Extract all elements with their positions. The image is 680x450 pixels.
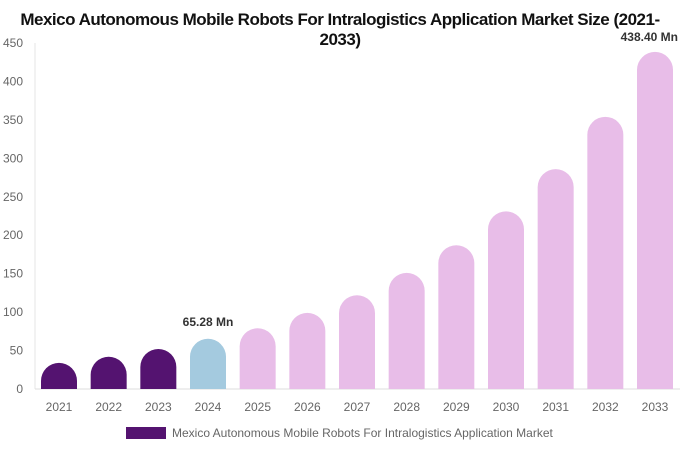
x-tick-label: 2032 bbox=[592, 400, 619, 414]
y-tick-label: 300 bbox=[3, 151, 23, 165]
chart-title: Mexico Autonomous Mobile Robots For Intr… bbox=[20, 10, 660, 49]
data-label: 65.28 Mn bbox=[183, 315, 234, 329]
y-tick-label: 250 bbox=[3, 190, 23, 204]
x-tick-label: 2021 bbox=[46, 400, 73, 414]
y-tick-label: 150 bbox=[3, 267, 23, 281]
x-tick-label: 2024 bbox=[195, 400, 222, 414]
bar-2022 bbox=[90, 356, 127, 389]
y-tick-label: 0 bbox=[16, 382, 23, 396]
data-label: 438.40 Mn bbox=[621, 30, 678, 44]
x-tick-label: 2026 bbox=[294, 400, 321, 414]
bar-2031 bbox=[537, 169, 574, 389]
x-tick-label: 2033 bbox=[642, 400, 669, 414]
x-tick-label: 2025 bbox=[244, 400, 271, 414]
x-tick-label: 2030 bbox=[493, 400, 520, 414]
y-tick-label: 50 bbox=[10, 344, 24, 358]
x-tick-label: 2023 bbox=[145, 400, 172, 414]
legend-label: Mexico Autonomous Mobile Robots For Intr… bbox=[172, 426, 553, 440]
y-tick-label: 100 bbox=[3, 305, 23, 319]
y-tick-label: 450 bbox=[3, 36, 23, 50]
x-tick-label: 2031 bbox=[542, 400, 569, 414]
x-tick-label: 2028 bbox=[393, 400, 420, 414]
x-tick-label: 2022 bbox=[95, 400, 122, 414]
bar-2021 bbox=[41, 362, 77, 389]
bar-2029 bbox=[438, 245, 475, 389]
bar-2026 bbox=[289, 312, 326, 389]
legend: Mexico Autonomous Mobile Robots For Intr… bbox=[126, 426, 553, 440]
x-tick-label: 2029 bbox=[443, 400, 470, 414]
bar-2030 bbox=[488, 211, 524, 389]
bar-2033 bbox=[637, 51, 673, 389]
bar-2025 bbox=[239, 328, 276, 389]
bar-2023 bbox=[140, 349, 177, 389]
y-tick-label: 350 bbox=[3, 113, 23, 127]
bar-2024 bbox=[190, 338, 226, 389]
bar-2027 bbox=[339, 295, 375, 389]
y-tick-label: 400 bbox=[3, 74, 23, 88]
legend-swatch bbox=[126, 427, 166, 439]
bar-2032 bbox=[587, 116, 624, 389]
x-tick-label: 2027 bbox=[344, 400, 371, 414]
bar-2028 bbox=[388, 272, 425, 389]
y-tick-label: 200 bbox=[3, 228, 23, 242]
